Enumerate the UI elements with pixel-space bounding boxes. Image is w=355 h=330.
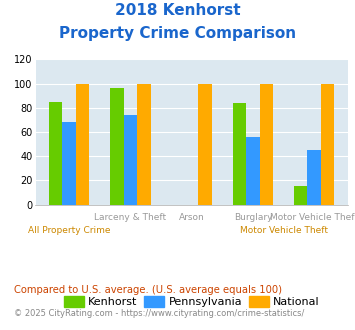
Bar: [294, 186, 307, 205]
Bar: [260, 83, 273, 205]
Bar: [198, 83, 212, 205]
Text: Property Crime Comparison: Property Crime Comparison: [59, 26, 296, 41]
Bar: [124, 115, 137, 205]
Text: Compared to U.S. average. (U.S. average equals 100): Compared to U.S. average. (U.S. average …: [14, 285, 282, 295]
Text: Burglary: Burglary: [234, 213, 272, 222]
Bar: [307, 150, 321, 205]
Legend: Kenhorst, Pennsylvania, National: Kenhorst, Pennsylvania, National: [59, 291, 324, 312]
Bar: [110, 88, 124, 205]
Bar: [76, 83, 89, 205]
Text: Larceny & Theft: Larceny & Theft: [94, 213, 166, 222]
Text: All Property Crime: All Property Crime: [28, 226, 110, 235]
Bar: [49, 102, 62, 205]
Text: Motor Vehicle Theft: Motor Vehicle Theft: [270, 213, 355, 222]
Bar: [62, 122, 76, 205]
Text: 2018 Kenhorst: 2018 Kenhorst: [115, 3, 240, 18]
Bar: [137, 83, 151, 205]
Bar: [246, 137, 260, 205]
Bar: [321, 83, 334, 205]
Bar: [233, 103, 246, 205]
Text: Arson: Arson: [179, 213, 204, 222]
Text: © 2025 CityRating.com - https://www.cityrating.com/crime-statistics/: © 2025 CityRating.com - https://www.city…: [14, 309, 305, 317]
Text: Motor Vehicle Theft: Motor Vehicle Theft: [240, 226, 328, 235]
